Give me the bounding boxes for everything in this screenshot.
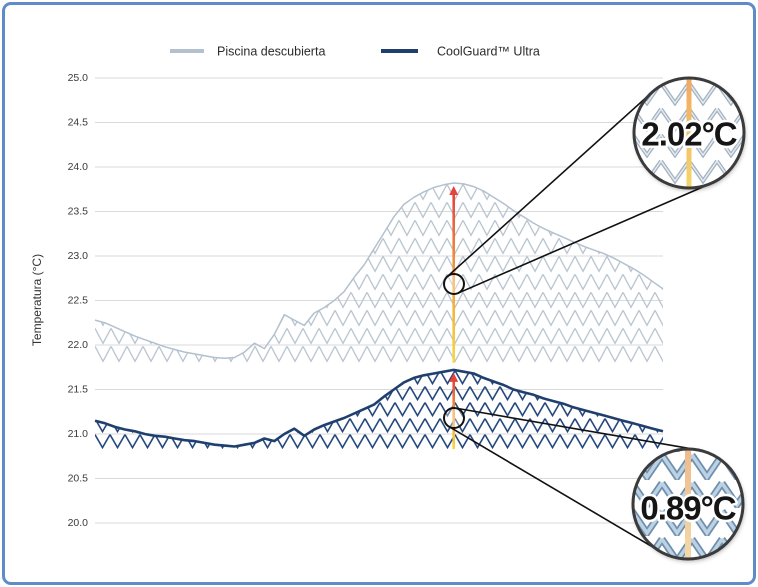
rise-value-label: 0.89°C <box>640 490 735 527</box>
rise-arrow-shaft <box>452 193 455 363</box>
callout-focus-circle <box>443 407 465 429</box>
legend-label-coolguard-ultra: CoolGuard™ Ultra <box>437 45 540 59</box>
series-area-coolguard-ultra <box>95 369 663 450</box>
legend: Piscina descubierta CoolGuard™ Ultra <box>170 45 540 59</box>
y-tick-label: 25.0 <box>68 72 89 84</box>
callout-line <box>448 425 661 553</box>
y-tick-label: 20.0 <box>68 517 89 529</box>
y-tick-label: 21.5 <box>68 384 89 396</box>
rise-arrow-coolguard-ultra <box>449 372 459 450</box>
y-tick-label: 23.5 <box>68 206 89 218</box>
legend-item-piscina-descubierta: Piscina descubierta <box>170 45 325 59</box>
y-tick-label: 22.0 <box>68 339 89 351</box>
y-axis-label: Temperatura (°C) <box>30 254 44 346</box>
series-line-piscina-descubierta <box>94 182 664 360</box>
y-tick-label: 20.5 <box>68 473 89 485</box>
series-line-coolguard-ultra <box>94 368 664 448</box>
callout-line <box>446 91 653 278</box>
magnifier-lens: 0.89°C <box>631 447 745 561</box>
legend-item-coolguard-ultra: CoolGuard™ Ultra <box>381 45 540 59</box>
lens-ring <box>631 447 745 561</box>
legend-label-piscina-descubierta: Piscina descubierta <box>217 45 325 59</box>
y-tick-label: 24.0 <box>68 161 89 173</box>
rise-arrow-shaft <box>452 379 455 450</box>
lens-ring <box>632 76 746 190</box>
rise-arrow-head <box>449 186 459 195</box>
callout-focus-circle <box>443 273 465 295</box>
callout-coolguard-ultra: 0.89°C <box>443 407 745 561</box>
series-area-piscina-descubierta <box>95 183 663 363</box>
callout-line <box>455 407 698 451</box>
callout-line <box>457 182 712 294</box>
rise-value-label: 2.02°C <box>641 116 736 153</box>
y-tick-label: 21.0 <box>68 428 89 440</box>
y-tick-label: 22.5 <box>68 295 89 307</box>
lens-arrow-segment <box>686 79 692 187</box>
series-layer <box>94 182 664 450</box>
y-axis-ticks: 25.0 24.5 24.0 23.5 23.0 22.5 22.0 21.5 21.0 20.5… <box>68 72 89 529</box>
y-tick-label: 23.0 <box>68 250 89 262</box>
y-tick-label: 24.5 <box>68 117 89 129</box>
rise-arrow-head <box>449 372 459 382</box>
callout-piscina-descubierta: 2.02°C <box>443 76 746 295</box>
rise-arrows <box>449 186 459 450</box>
magnifier-lens: 2.02°C <box>632 76 746 190</box>
lens-arrow-segment <box>685 450 691 558</box>
rise-arrow-piscina-descubierta <box>449 186 459 363</box>
